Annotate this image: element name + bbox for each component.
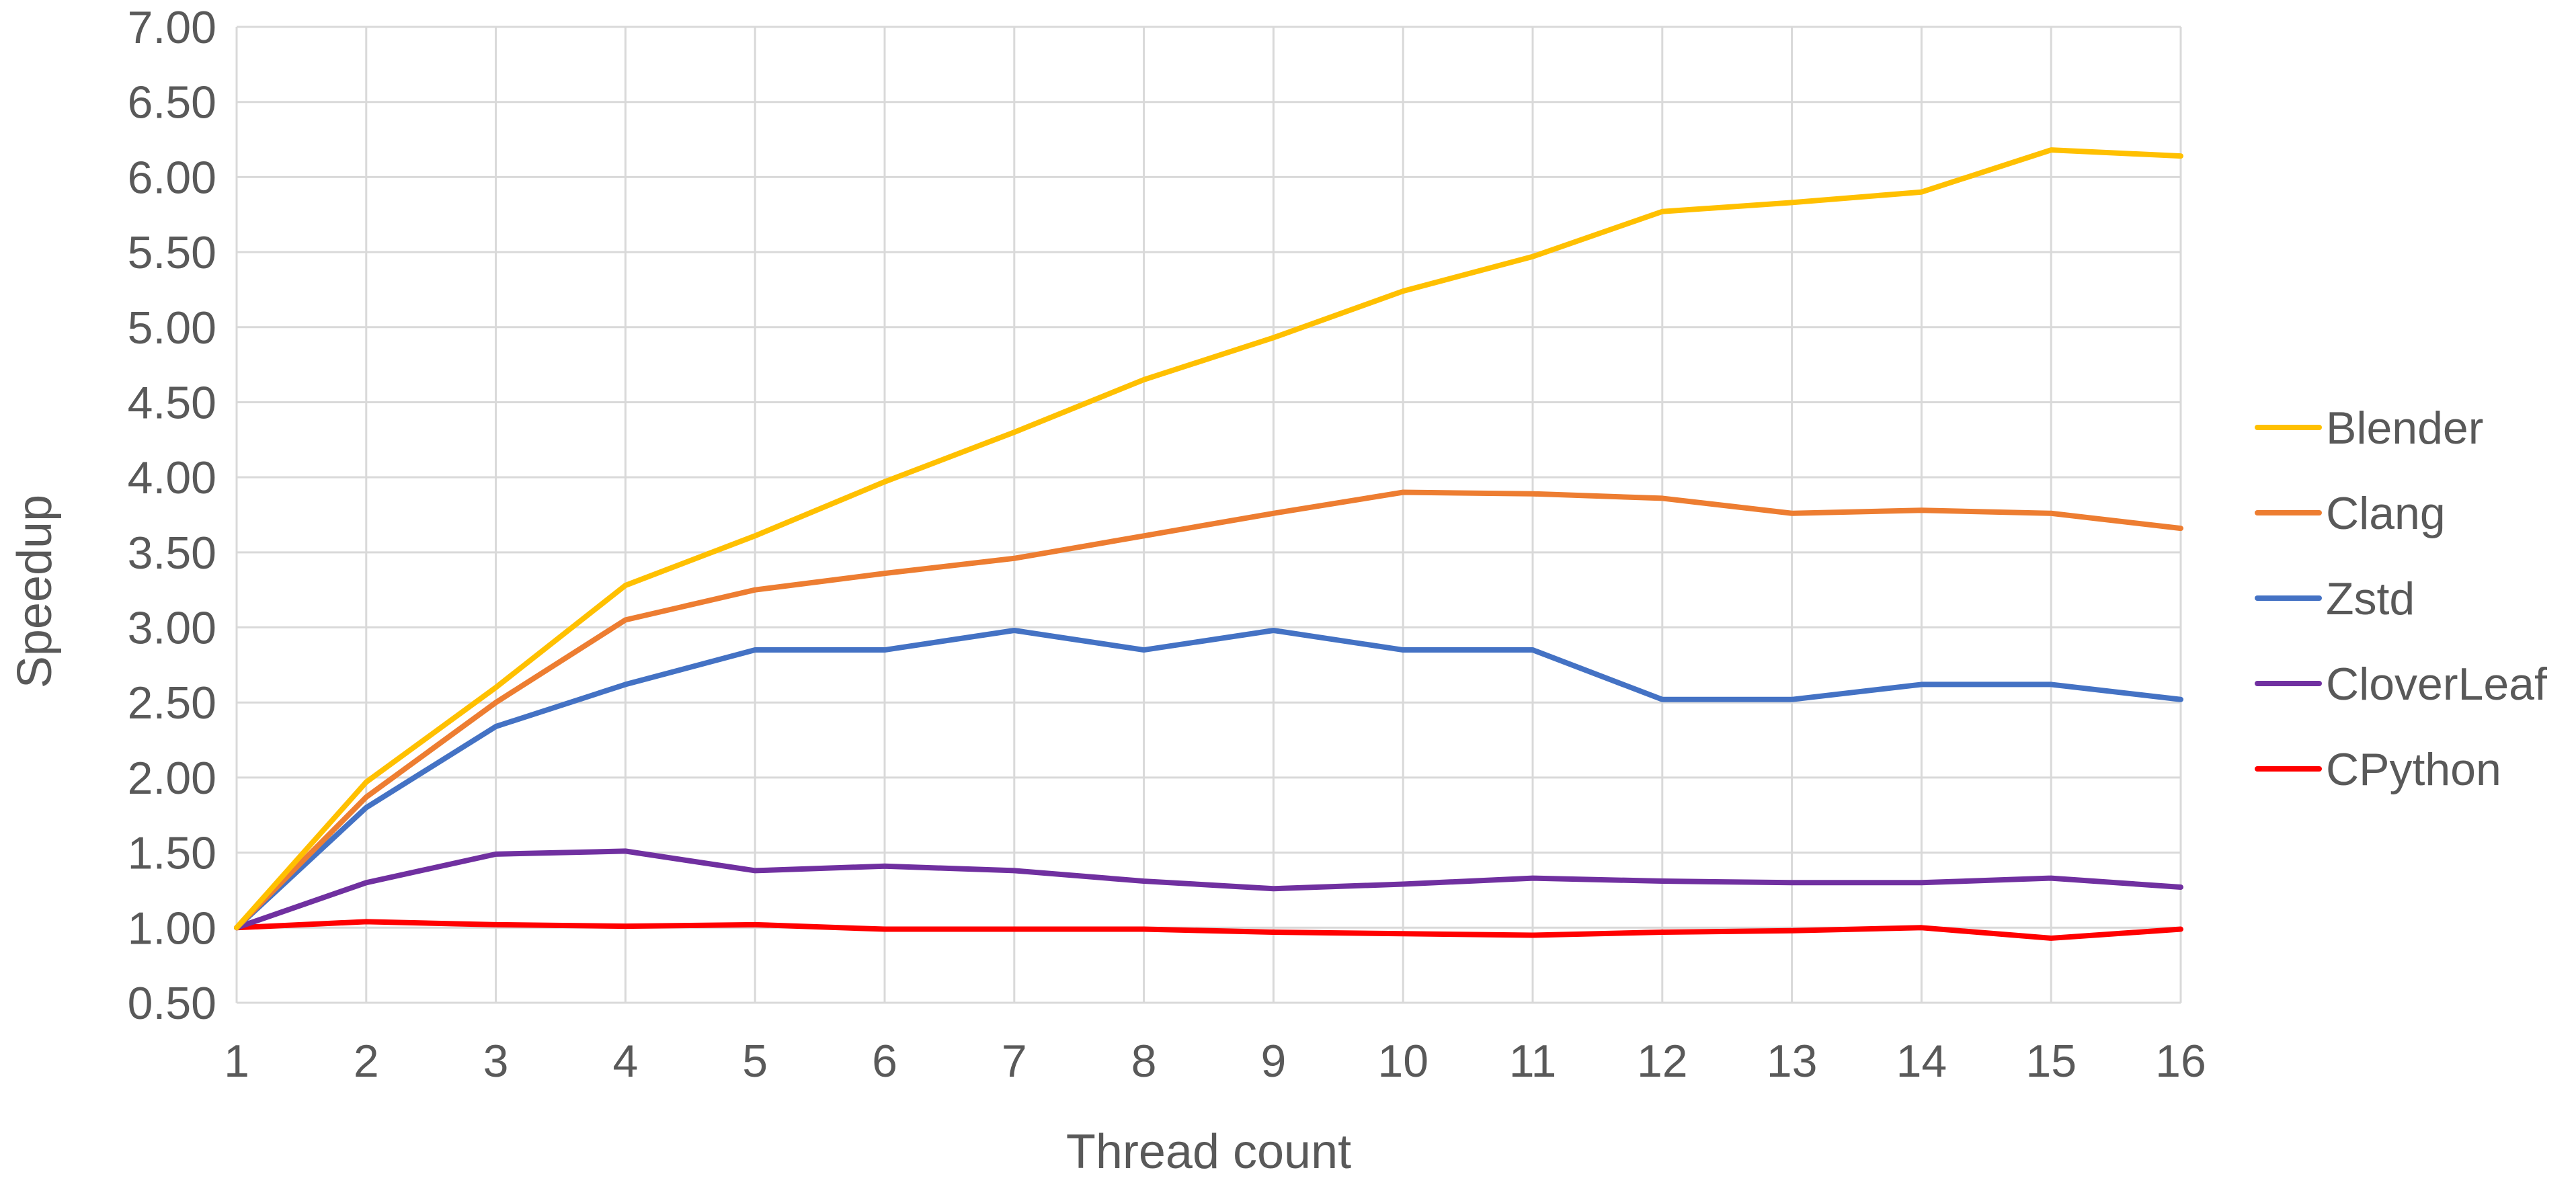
x-tick-label: 10	[1377, 1036, 1428, 1087]
x-tick-label: 14	[1896, 1036, 1947, 1087]
y-tick-label: 2.00	[128, 753, 216, 804]
legend-item-clang: Clang	[2255, 488, 2446, 539]
x-tick-label: 9	[1260, 1036, 1286, 1087]
legend-label: CPython	[2326, 744, 2501, 795]
legend-item-cloverleaf: CloverLeaf	[2255, 659, 2547, 710]
y-axis-tick-labels: 0.50 1.00 1.50 2.00 2.50 3.00 3.50 4.00 4.50 5.00…	[128, 2, 216, 1029]
x-tick-label: 8	[1131, 1036, 1157, 1087]
legend-label: Blender	[2326, 403, 2483, 454]
x-tick-label: 2	[354, 1036, 379, 1087]
plot-gridlines	[235, 26, 2182, 1004]
y-tick-label: 7.00	[128, 2, 216, 53]
series-line-zstd	[234, 628, 2183, 931]
x-tick-label: 11	[1509, 1036, 1557, 1087]
y-tick-label: 6.50	[128, 77, 216, 128]
y-tick-label: 3.50	[128, 528, 216, 579]
y-tick-label: 4.50	[128, 377, 216, 428]
y-tick-label: 6.00	[128, 152, 216, 203]
y-tick-label: 1.00	[128, 903, 216, 954]
x-tick-label: 5	[742, 1036, 768, 1087]
y-tick-label: 1.50	[128, 828, 216, 879]
x-tick-label: 13	[1767, 1036, 1818, 1087]
y-tick-label: 0.50	[128, 978, 216, 1029]
x-tick-label: 12	[1637, 1036, 1688, 1087]
series-line-clang	[234, 489, 2183, 931]
series-line-cpython	[234, 919, 2183, 941]
y-tick-label: 5.00	[128, 302, 216, 354]
x-tick-label: 15	[2025, 1036, 2077, 1087]
x-tick-label: 1	[224, 1036, 249, 1087]
series-line-cloverleaf	[234, 848, 2183, 931]
legend-label: CloverLeaf	[2326, 659, 2547, 710]
x-tick-label: 7	[1002, 1036, 1027, 1087]
y-tick-label: 2.50	[128, 677, 216, 729]
legend-label: Zstd	[2326, 573, 2415, 624]
legend-item-blender: Blender	[2255, 403, 2483, 454]
legend-item-zstd: Zstd	[2255, 573, 2415, 624]
series-line-blender	[234, 147, 2183, 931]
x-axis-tick-labels: 1 2 3 4 5 6 7 8 9 10 11 12 13 14 15 16	[224, 1036, 2206, 1087]
x-tick-label: 3	[483, 1036, 509, 1087]
x-tick-label: 4	[612, 1036, 638, 1087]
x-tick-label: 6	[872, 1036, 897, 1087]
y-tick-label: 5.50	[128, 227, 216, 278]
legend-label: Clang	[2326, 488, 2446, 539]
x-axis-title: Thread count	[1066, 1125, 1351, 1179]
legend-item-cpython: CPython	[2255, 744, 2501, 795]
x-tick-label: 16	[2155, 1036, 2206, 1087]
y-tick-label: 3.00	[128, 603, 216, 654]
legend: Blender Clang Zstd CloverLeaf CPython	[2255, 403, 2547, 795]
y-axis-title: Speedup	[8, 495, 62, 688]
series-lines	[234, 147, 2183, 941]
y-tick-label: 4.00	[128, 452, 216, 503]
